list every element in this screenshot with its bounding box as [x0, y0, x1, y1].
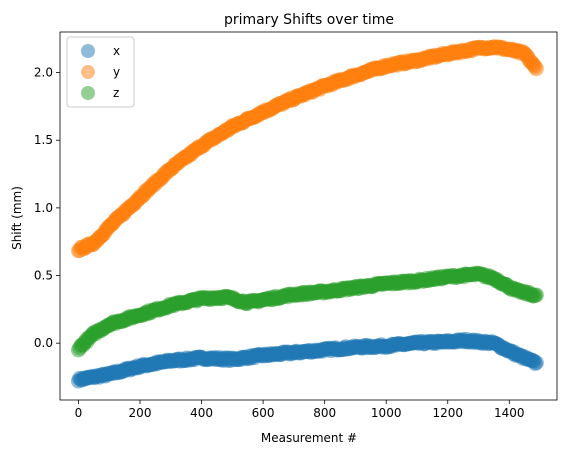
y-axis-label: Shift (mm) — [10, 186, 24, 250]
chart-title: primary Shifts over time — [224, 12, 394, 28]
legend-label-z: z — [113, 86, 119, 100]
plot-frame — [59, 31, 558, 401]
x-ticks: 0 200 400 600 800 1000 1200 1400 — [75, 400, 525, 420]
series-y — [70, 39, 544, 259]
y-tick-label: 2.0 — [34, 66, 53, 80]
data-layer — [70, 39, 544, 389]
data-point — [528, 287, 544, 303]
y-tick-label: 1.5 — [34, 133, 53, 147]
legend-marker-z — [81, 86, 95, 100]
series-z — [70, 265, 544, 358]
legend-marker-x — [81, 44, 95, 58]
x-tick-label: 200 — [129, 406, 152, 420]
legend-items: xyz — [81, 44, 120, 100]
legend-marker-y — [81, 65, 95, 79]
legend-label-y: y — [113, 65, 120, 79]
x-tick-label: 800 — [313, 406, 336, 420]
x-tick-label: 0 — [75, 406, 83, 420]
y-tick-label: 0.0 — [34, 336, 53, 350]
y-tick-label: 0.5 — [34, 269, 53, 283]
x-tick-label: 1000 — [371, 406, 402, 420]
legend: xyz — [66, 36, 135, 108]
data-point — [528, 61, 544, 77]
x-tick-label: 600 — [252, 406, 275, 420]
y-tick-label: 1.0 — [34, 201, 53, 215]
legend-label-x: x — [113, 44, 120, 58]
x-tick-label: 1400 — [494, 406, 525, 420]
legend-frame — [66, 36, 135, 108]
x-tick-label: 400 — [190, 406, 213, 420]
x-axis-label: Measurement # — [261, 431, 357, 445]
y-ticks: 0.0 0.5 1.0 1.5 2.0 — [34, 66, 60, 350]
series-x — [70, 331, 544, 389]
x-tick-label: 1200 — [432, 406, 463, 420]
data-point — [528, 355, 544, 371]
